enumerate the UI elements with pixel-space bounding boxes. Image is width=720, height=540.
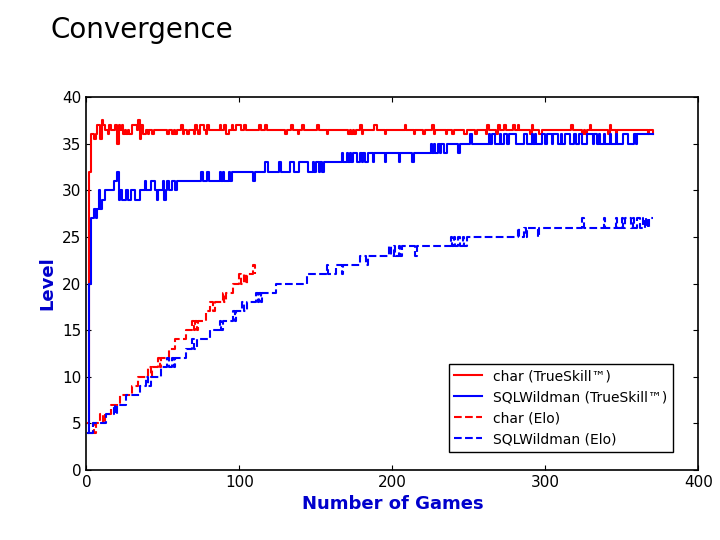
char (TrueSkill™) [648, 131, 657, 138]
char (Elo) [202, 308, 210, 315]
char (TrueSkill™) [183, 131, 192, 138]
Line: char (Elo): char (Elo) [88, 265, 255, 433]
SQLWildman (Elo) [575, 225, 583, 231]
SQLWildman (TrueSkill™) [181, 178, 190, 184]
SQLWildman (Elo) [648, 215, 657, 221]
char (TrueSkill™) [549, 126, 557, 133]
char (Elo) [246, 271, 254, 278]
char (Elo) [165, 346, 174, 352]
char (TrueSkill™) [84, 420, 92, 427]
SQLWildman (TrueSkill™) [466, 131, 474, 138]
SQLWildman (TrueSkill™) [84, 429, 92, 436]
SQLWildman (Elo) [310, 271, 319, 278]
Line: SQLWildman (TrueSkill™): SQLWildman (TrueSkill™) [88, 134, 652, 433]
SQLWildman (Elo) [495, 234, 504, 240]
SQLWildman (Elo) [84, 429, 92, 436]
char (TrueSkill™) [576, 126, 585, 133]
SQLWildman (TrueSkill™) [497, 140, 505, 147]
char (TrueSkill™) [305, 126, 314, 133]
char (TrueSkill™) [312, 126, 320, 133]
char (Elo) [240, 271, 248, 278]
Line: char (TrueSkill™): char (TrueSkill™) [88, 120, 652, 423]
Legend: char (TrueSkill™), SQLWildman (TrueSkill™), char (Elo), SQLWildman (Elo): char (TrueSkill™), SQLWildman (TrueSkill… [449, 364, 673, 451]
SQLWildman (Elo) [304, 271, 312, 278]
char (TrueSkill™) [497, 126, 505, 133]
X-axis label: Number of Games: Number of Games [302, 495, 483, 513]
char (Elo) [132, 383, 141, 389]
SQLWildman (Elo) [577, 215, 586, 221]
Text: Convergence: Convergence [50, 16, 233, 44]
SQLWildman (Elo) [547, 225, 556, 231]
char (Elo) [160, 355, 168, 361]
SQLWildman (TrueSkill™) [549, 131, 557, 138]
char (Elo) [251, 271, 259, 278]
SQLWildman (TrueSkill™) [648, 131, 657, 138]
SQLWildman (TrueSkill™) [576, 131, 585, 138]
Y-axis label: Level: Level [39, 256, 57, 310]
SQLWildman (TrueSkill™) [304, 168, 312, 175]
SQLWildman (Elo) [181, 346, 190, 352]
SQLWildman (TrueSkill™) [310, 168, 319, 175]
char (TrueSkill™) [97, 117, 106, 124]
char (Elo) [249, 261, 258, 268]
char (Elo) [84, 429, 92, 436]
Line: SQLWildman (Elo): SQLWildman (Elo) [88, 218, 652, 433]
